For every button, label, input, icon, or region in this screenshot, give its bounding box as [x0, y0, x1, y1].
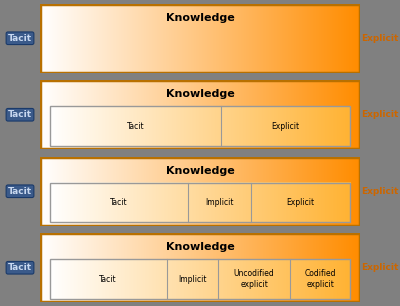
Text: Knowledge: Knowledge	[166, 166, 234, 176]
Text: Explicit: Explicit	[287, 198, 315, 207]
Bar	[50, 106, 350, 146]
Text: Tacit: Tacit	[8, 187, 32, 196]
Text: Tacit: Tacit	[8, 110, 32, 119]
Text: Explicit: Explicit	[272, 122, 300, 131]
Text: Knowledge: Knowledge	[166, 242, 234, 252]
Text: Tacit: Tacit	[8, 263, 32, 272]
Text: Tacit: Tacit	[8, 34, 32, 43]
Text: Tacit: Tacit	[110, 198, 128, 207]
Text: Tacit: Tacit	[100, 275, 117, 284]
Text: Implicit: Implicit	[178, 275, 207, 284]
Text: Explicit: Explicit	[361, 187, 399, 196]
Text: Tacit: Tacit	[126, 122, 144, 131]
Text: Explicit: Explicit	[361, 263, 399, 272]
Text: Implicit: Implicit	[205, 198, 234, 207]
Text: Codified
explicit: Codified explicit	[304, 270, 336, 289]
Text: Explicit: Explicit	[361, 34, 399, 43]
Text: Uncodified
explicit: Uncodified explicit	[234, 270, 274, 289]
Text: Knowledge: Knowledge	[166, 13, 234, 23]
Bar	[50, 183, 350, 222]
Text: Explicit: Explicit	[361, 110, 399, 119]
Bar	[50, 259, 350, 299]
Text: Knowledge: Knowledge	[166, 89, 234, 99]
